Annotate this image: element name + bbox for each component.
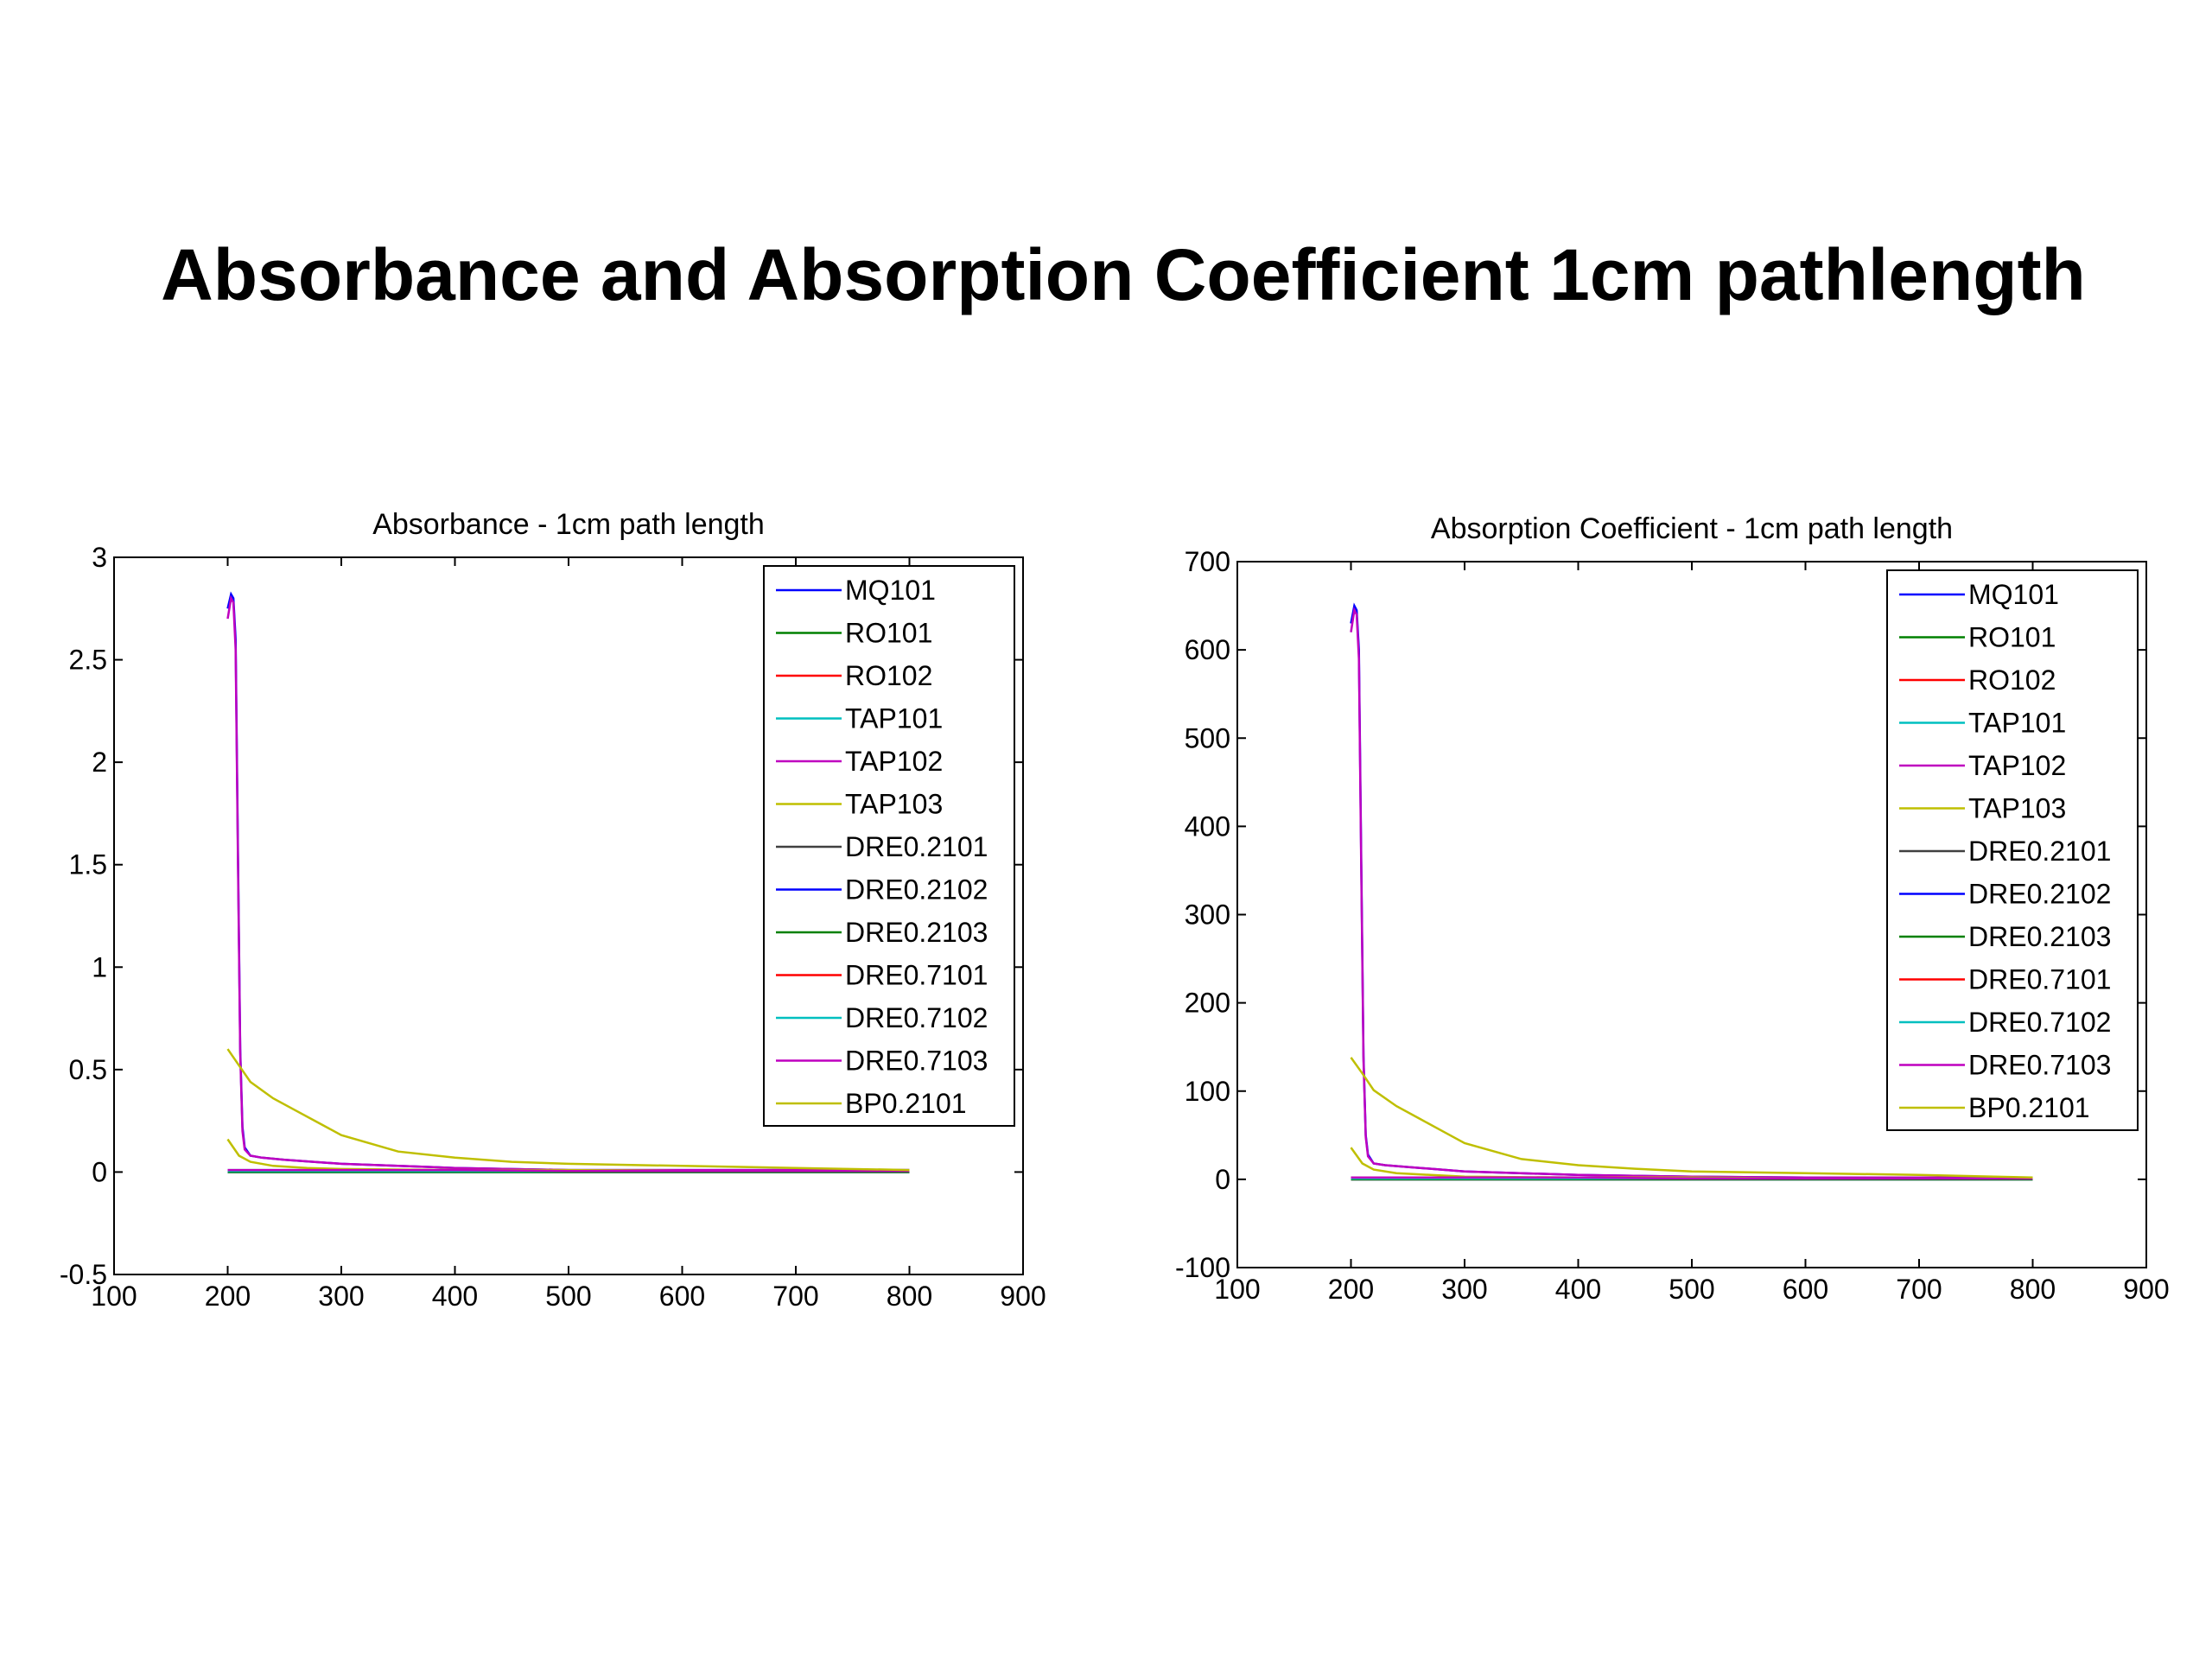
chart-2: Absorption Coefficient - 1cm path length…	[1175, 512, 2170, 1305]
x-tick-label: 900	[2123, 1274, 2169, 1305]
y-tick-label: 500	[1185, 722, 1230, 753]
chart-title: Absorbance - 1cm path length	[372, 508, 765, 541]
legend-label-tap102: TAP102	[1968, 750, 2066, 781]
y-tick-label: -0.5	[60, 1259, 107, 1290]
legend-label-dre0-7103: DRE0.7103	[1968, 1050, 2111, 1081]
legend-label-tap103: TAP103	[845, 789, 943, 820]
x-tick-label: 300	[318, 1281, 364, 1312]
y-tick-label: 0	[1215, 1164, 1230, 1195]
y-tick-label: -100	[1175, 1252, 1230, 1283]
series-line-tap103	[226, 1138, 910, 1173]
x-tick-label: 400	[1555, 1274, 1601, 1305]
legend-label-tap102: TAP102	[845, 746, 943, 777]
series-line-bp0-2101	[226, 1048, 910, 1172]
legend-label-tap103: TAP103	[1968, 793, 2066, 824]
x-tick-label: 300	[1441, 1274, 1487, 1305]
x-tick-label: 100	[1214, 1274, 1260, 1305]
y-tick-label: 1	[92, 951, 107, 982]
y-tick-label: 600	[1185, 634, 1230, 665]
legend-label-dre0-2103: DRE0.2103	[1968, 921, 2111, 952]
y-tick-label: 700	[1185, 546, 1230, 577]
legend-label-mq101: MQ101	[845, 575, 936, 606]
chart-1: Absorbance - 1cm path length 100 200 300 400…	[60, 508, 1046, 1312]
y-tick-label: 100	[1185, 1076, 1230, 1107]
legend-label-bp0-2101: BP0.2101	[845, 1088, 967, 1119]
legend-label-ro101: RO101	[845, 618, 932, 649]
series-line-tap103	[1350, 1147, 2033, 1180]
x-tick-label: 500	[1669, 1274, 1714, 1305]
legend-label-dre0-2102: DRE0.2102	[845, 874, 988, 906]
legend: MQ101 RO101 RO102 TAP101 TAP102 TAP103 DRE0.21…	[763, 565, 1015, 1127]
legend-label-tap101: TAP101	[1968, 708, 2066, 739]
page-title: Absorbance and Absorption Coefficient 1c…	[161, 234, 2086, 315]
chart-title: Absorption Coefficient - 1cm path length	[1431, 512, 1953, 545]
x-tick-label: 800	[2010, 1274, 2056, 1305]
x-tick-label: 600	[1783, 1274, 1828, 1305]
series-line-bp0-2101	[1350, 1057, 2033, 1179]
legend-label-bp0-2101: BP0.2101	[1968, 1092, 2090, 1123]
x-tick-label: 100	[91, 1281, 137, 1312]
legend-label-dre0-2102: DRE0.2102	[1968, 879, 2111, 910]
x-tick-label: 200	[205, 1281, 251, 1312]
y-tick-label: 2.5	[69, 645, 107, 676]
series-line-dre0-7103	[1351, 1176, 2033, 1180]
legend-label-dre0-7102: DRE0.7102	[845, 1002, 988, 1033]
legend: MQ101 RO101 RO102 TAP101 TAP102 TAP103 DRE0.21…	[1886, 569, 2139, 1131]
legend-label-dre0-7103: DRE0.7103	[845, 1046, 988, 1077]
x-tick-label: 200	[1328, 1274, 1374, 1305]
x-tick-label: 900	[1000, 1281, 1046, 1312]
legend-label-dre0-7101: DRE0.7101	[1968, 964, 2111, 995]
x-tick-label: 600	[659, 1281, 705, 1312]
y-tick-label: 300	[1185, 899, 1230, 931]
legend-label-dre0-2101: DRE0.2101	[845, 831, 988, 862]
x-tick-label: 400	[432, 1281, 478, 1312]
legend-label-dre0-2103: DRE0.2103	[845, 917, 988, 948]
legend-label-ro102: RO102	[845, 660, 932, 691]
y-tick-label: 2	[92, 747, 107, 778]
y-tick-label: 1.5	[69, 849, 107, 880]
x-tick-label: 500	[545, 1281, 591, 1312]
legend-label-dre0-7102: DRE0.7102	[1968, 1007, 2111, 1038]
y-tick-label: 0	[92, 1156, 107, 1187]
series-line-dre0-7103	[227, 1168, 910, 1173]
y-tick-label: 200	[1185, 988, 1230, 1019]
legend-label-dre0-2101: DRE0.2101	[1968, 836, 2111, 867]
legend-label-ro101: RO101	[1968, 622, 2056, 653]
legend-label-dre0-7101: DRE0.7101	[845, 960, 988, 991]
legend-label-tap101: TAP101	[845, 703, 943, 734]
x-tick-label: 800	[887, 1281, 932, 1312]
x-tick-label: 700	[772, 1281, 818, 1312]
y-tick-label: 3	[92, 542, 107, 573]
y-tick-label: 400	[1185, 810, 1230, 842]
legend-label-ro102: RO102	[1968, 664, 2056, 696]
legend-label-mq101: MQ101	[1968, 579, 2059, 610]
y-tick-label: 0.5	[69, 1054, 107, 1085]
x-tick-label: 700	[1896, 1274, 1942, 1305]
